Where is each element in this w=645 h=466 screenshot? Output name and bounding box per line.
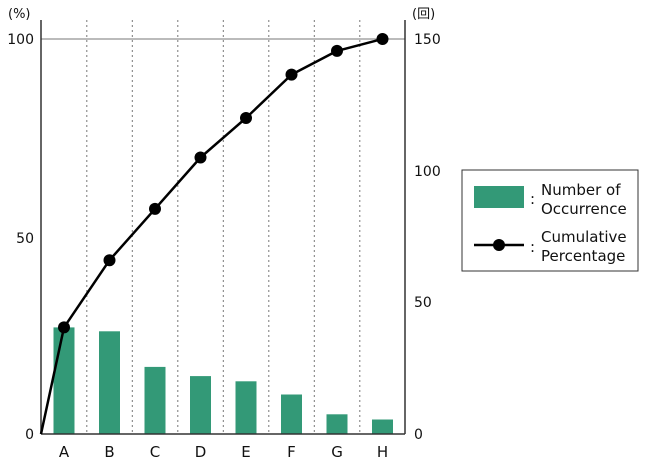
category-label: E: [241, 443, 250, 461]
right-axis-unit: (回): [412, 7, 435, 22]
bar-H: [372, 419, 393, 434]
legend-line-marker: [493, 239, 505, 251]
legend-separator: :: [530, 238, 535, 256]
cumulative-line-series: [39, 33, 389, 435]
line-point-E: [240, 112, 252, 124]
bar-E: [235, 381, 257, 434]
bar-B: [99, 331, 120, 434]
cumulative-line: [39, 37, 383, 435]
legend-bar-label-line2: Occurrence: [541, 200, 627, 218]
legend-bar-swatch: [474, 186, 524, 208]
category-label: D: [195, 443, 207, 461]
legend-bar-label-line1: Number of: [541, 181, 621, 199]
category-label: H: [377, 443, 388, 461]
category-label: C: [150, 443, 160, 461]
line-point-H: [376, 33, 389, 45]
category-label: F: [287, 443, 296, 461]
legend-line-label-line1: Cumulative: [541, 228, 627, 246]
category-label: A: [59, 443, 70, 461]
category-labels: A B C D E F G H: [59, 443, 388, 461]
bar-C: [144, 366, 166, 434]
bar-A: [53, 327, 75, 434]
right-tick-label: 100: [414, 164, 441, 180]
line-point-C: [149, 202, 161, 215]
left-axis-unit: (%): [8, 7, 31, 22]
right-tick-label: 150: [414, 32, 441, 48]
line-point-G: [331, 44, 343, 57]
bar-D: [190, 376, 211, 434]
line-point-F: [285, 68, 298, 81]
legend-box: [461, 169, 639, 272]
right-tick-label: 50: [414, 295, 432, 311]
left-tick-label: 0: [25, 427, 34, 443]
left-tick-label: 100: [7, 32, 34, 48]
legend-line-label-line2: Percentage: [541, 247, 625, 265]
legend-separator: :: [530, 190, 535, 208]
line-point-D: [194, 151, 207, 164]
line-point-A: [58, 321, 70, 334]
bar-G: [326, 414, 348, 435]
bar-F: [281, 394, 302, 434]
legend: : Number of Occurrence : Cumulative Perc…: [461, 169, 639, 272]
category-label: G: [331, 443, 343, 461]
category-label: B: [104, 443, 114, 461]
right-tick-label: 0: [414, 427, 423, 443]
line-point-B: [103, 254, 116, 267]
left-tick-label: 50: [16, 231, 34, 247]
grid-lines: [86, 20, 361, 434]
